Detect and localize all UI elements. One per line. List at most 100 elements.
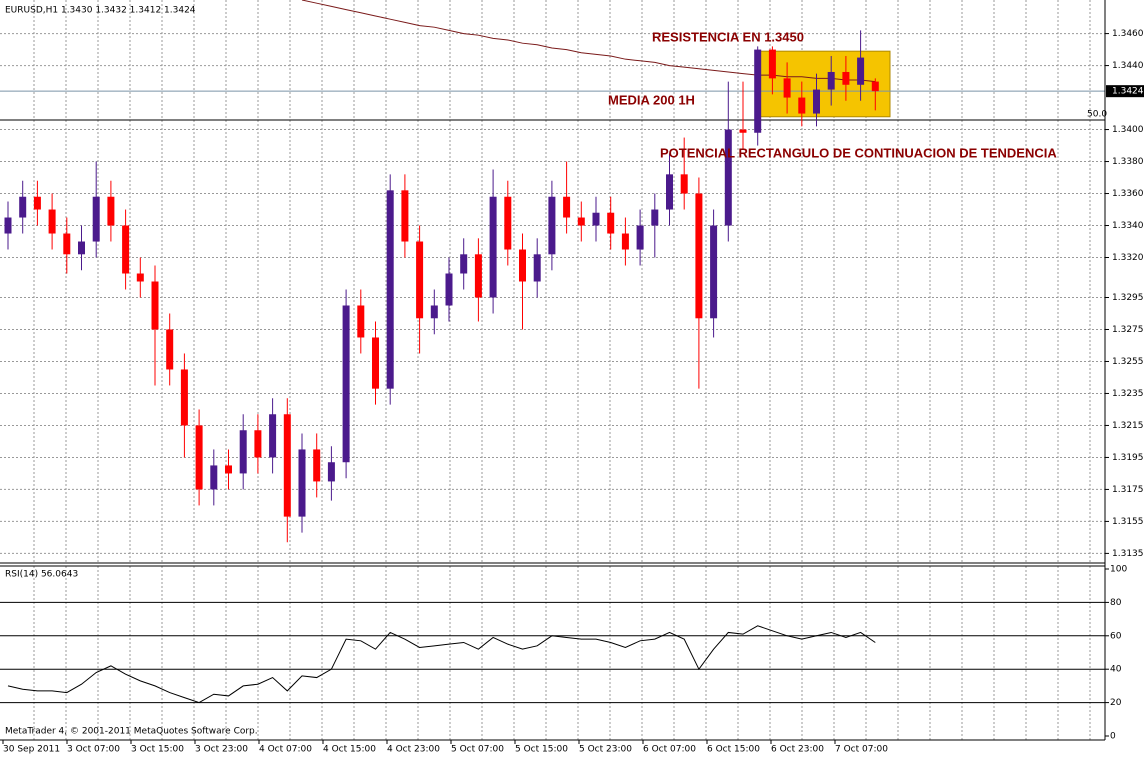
candle-body [225, 465, 232, 474]
candle-body [827, 71, 835, 90]
x-tick-label: 3 Oct 23:00 [195, 745, 248, 755]
candle-body [710, 225, 718, 319]
candle-body [754, 49, 762, 133]
candle-body [783, 78, 791, 98]
y-tick-label: 1.3255 [1112, 357, 1144, 367]
annotation: MEDIA 200 1H [608, 92, 695, 107]
candle-body [474, 254, 482, 298]
y-tick-label: 1.3275 [1112, 325, 1144, 335]
candle-body [122, 225, 130, 274]
annotation: RESISTENCIA EN 1.3450 [652, 29, 804, 44]
candle-body [151, 281, 159, 330]
candle-body [533, 254, 541, 282]
y-tick-label: 100 [1110, 565, 1127, 575]
y-tick-label: 1.3135 [1112, 549, 1144, 559]
candle-body [372, 337, 379, 389]
x-tick-label: 7 Oct 07:00 [835, 745, 888, 755]
candle-body [577, 217, 585, 226]
y-tick-label: 1.3440 [1112, 61, 1144, 71]
candle-body [768, 49, 776, 79]
x-tick-label: 3 Oct 15:00 [131, 745, 184, 755]
bid-box [1106, 85, 1144, 98]
candle-body [813, 89, 820, 114]
candle-body [666, 174, 673, 210]
candle-body [166, 329, 174, 370]
candle-body [416, 241, 424, 319]
candle-body [651, 209, 659, 226]
candle-body [327, 462, 335, 482]
x-tick-label: 4 Oct 23:00 [387, 745, 440, 755]
rsi-title: RSI(14) 56.0643 [5, 570, 78, 580]
candle-body [210, 465, 218, 490]
candle-body [283, 414, 291, 517]
candle-body [724, 129, 732, 226]
candle-body [489, 196, 497, 298]
y-tick-label: 1.3155 [1112, 517, 1144, 527]
x-tick-label: 30 Sep 2011 [3, 745, 60, 755]
candle-body [239, 430, 247, 474]
level-label: 50.0 [1087, 109, 1107, 119]
candle-body [871, 81, 879, 92]
candle-body [19, 196, 27, 218]
candle-body [460, 254, 468, 274]
candle-body [63, 233, 71, 255]
x-tick-label: 6 Oct 15:00 [707, 745, 760, 755]
y-tick-label: 1.3320 [1112, 253, 1144, 263]
candle-body [548, 196, 556, 255]
candle-body [563, 196, 571, 218]
candle-body [180, 369, 188, 426]
candle-body [78, 241, 85, 255]
y-tick-label: 1.3460 [1112, 29, 1144, 39]
x-tick-label: 5 Oct 23:00 [579, 745, 632, 755]
y-tick-label: 1.3295 [1112, 293, 1144, 303]
candle-body [48, 209, 56, 234]
x-tick-label: 5 Oct 07:00 [451, 745, 504, 755]
y-tick-label: 1.3400 [1112, 125, 1144, 135]
y-tick-label: 1.3340 [1112, 221, 1144, 231]
x-tick-label: 4 Oct 15:00 [323, 745, 376, 755]
candle-body [107, 196, 115, 226]
y-tick-label: 1.3215 [1112, 421, 1144, 431]
chart-title: EURUSD,H1 1.3430 1.3432 1.3412 1.3424 [5, 6, 196, 16]
candle-body [92, 196, 100, 242]
bid-label: 1.3424 [1112, 87, 1144, 97]
candle-body [254, 430, 262, 458]
y-tick-label: 0 [1110, 732, 1116, 742]
candle-body [857, 57, 865, 85]
y-tick-label: 1.3360 [1112, 189, 1144, 199]
candle-body [636, 225, 644, 250]
x-tick-label: 5 Oct 15:00 [515, 745, 568, 755]
candle-body [798, 97, 806, 114]
candle-body [298, 449, 306, 517]
x-tick-label: 6 Oct 23:00 [771, 745, 824, 755]
candle-body [842, 71, 850, 85]
rsi-line [7, 625, 876, 704]
y-tick-label: 80 [1110, 598, 1122, 608]
rectangle [756, 50, 891, 118]
candle-body [357, 305, 365, 338]
x-tick-label: 3 Oct 07:00 [67, 745, 120, 755]
footer: MetaTrader 4, © 2001-2011 MetaQuotes Sof… [5, 727, 258, 737]
candle-body [195, 425, 203, 490]
y-tick-label: 1.3195 [1112, 453, 1144, 463]
moving-average [301, 0, 876, 83]
candle-body [401, 190, 409, 242]
candle-body [592, 212, 600, 226]
y-tick-label: 20 [1110, 698, 1122, 708]
y-tick-label: 1.3175 [1112, 485, 1144, 495]
candle-body [430, 305, 438, 319]
x-tick-label: 4 Oct 07:00 [259, 745, 312, 755]
y-tick-label: 60 [1110, 631, 1122, 641]
candle-body [313, 449, 321, 482]
candle-body [386, 190, 394, 389]
x-tick-label: 6 Oct 07:00 [643, 745, 696, 755]
annotation: POTENCIAL RECTANGULO DE CONTINUACION DE … [660, 145, 1057, 160]
candle-body [621, 233, 629, 250]
candle-body [445, 273, 453, 306]
candle-body [739, 129, 747, 133]
candle-body [4, 217, 12, 234]
candle-body [136, 273, 144, 282]
